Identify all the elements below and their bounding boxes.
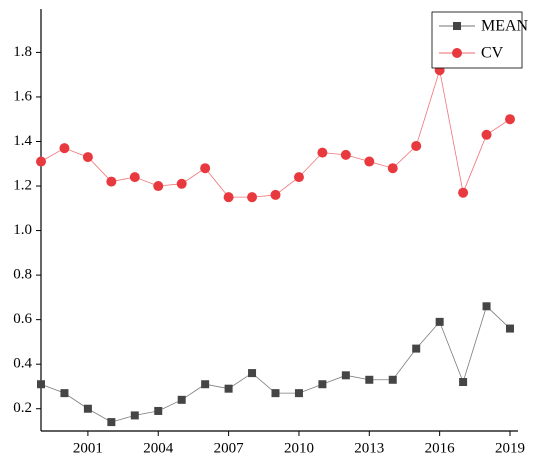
x-tick-label: 2013 bbox=[354, 440, 384, 456]
y-tick-label: 0.2 bbox=[13, 400, 32, 416]
marker bbox=[270, 189, 281, 200]
marker bbox=[130, 411, 139, 420]
marker bbox=[224, 384, 233, 393]
marker bbox=[294, 389, 303, 398]
legend-marker bbox=[452, 48, 462, 58]
marker bbox=[388, 375, 397, 384]
y-tick-label: 1.4 bbox=[13, 133, 32, 149]
marker bbox=[365, 375, 374, 384]
marker bbox=[318, 380, 327, 389]
marker bbox=[340, 149, 351, 160]
y-tick-label: 0.4 bbox=[13, 356, 32, 372]
y-tick-label: 1.0 bbox=[13, 222, 32, 238]
marker bbox=[107, 418, 116, 427]
marker bbox=[317, 147, 328, 158]
x-tick-label: 2007 bbox=[214, 440, 245, 456]
marker bbox=[59, 143, 70, 154]
marker bbox=[293, 172, 304, 183]
marker bbox=[83, 404, 92, 413]
x-tick-label: 2001 bbox=[73, 440, 103, 456]
x-tick-label: 2004 bbox=[143, 440, 174, 456]
x-tick-label: 2016 bbox=[425, 440, 456, 456]
marker bbox=[481, 129, 492, 140]
marker bbox=[37, 380, 45, 389]
marker bbox=[177, 395, 186, 404]
marker bbox=[505, 114, 515, 125]
legend-marker bbox=[453, 22, 461, 30]
marker bbox=[364, 156, 375, 167]
marker bbox=[271, 389, 280, 398]
x-tick-label: 2010 bbox=[284, 440, 314, 456]
marker bbox=[200, 163, 211, 174]
marker bbox=[247, 192, 258, 203]
marker bbox=[60, 389, 69, 398]
y-tick-label: 0.6 bbox=[13, 311, 32, 327]
y-tick-label: 1.8 bbox=[13, 44, 32, 60]
marker bbox=[387, 163, 398, 174]
legend-box bbox=[431, 11, 523, 69]
marker bbox=[412, 344, 421, 353]
marker bbox=[248, 369, 257, 378]
legend-label: MEAN bbox=[481, 18, 529, 35]
marker bbox=[459, 378, 468, 387]
marker bbox=[154, 406, 163, 415]
marker bbox=[106, 176, 117, 187]
marker bbox=[82, 152, 93, 163]
marker bbox=[176, 178, 187, 189]
marker bbox=[411, 140, 422, 151]
marker bbox=[506, 324, 514, 333]
marker bbox=[36, 156, 46, 167]
x-tick-label: 2019 bbox=[495, 440, 525, 456]
marker bbox=[341, 371, 350, 380]
y-tick-label: 0.8 bbox=[13, 267, 32, 283]
marker bbox=[129, 172, 140, 183]
y-tick-label: 1.2 bbox=[13, 177, 32, 193]
legend-label: CV bbox=[481, 45, 504, 62]
marker bbox=[153, 181, 164, 192]
marker bbox=[458, 187, 469, 198]
y-tick-label: 1.6 bbox=[13, 88, 32, 104]
marker bbox=[223, 192, 234, 203]
marker bbox=[435, 317, 444, 326]
marker bbox=[201, 380, 210, 389]
marker bbox=[482, 302, 491, 311]
